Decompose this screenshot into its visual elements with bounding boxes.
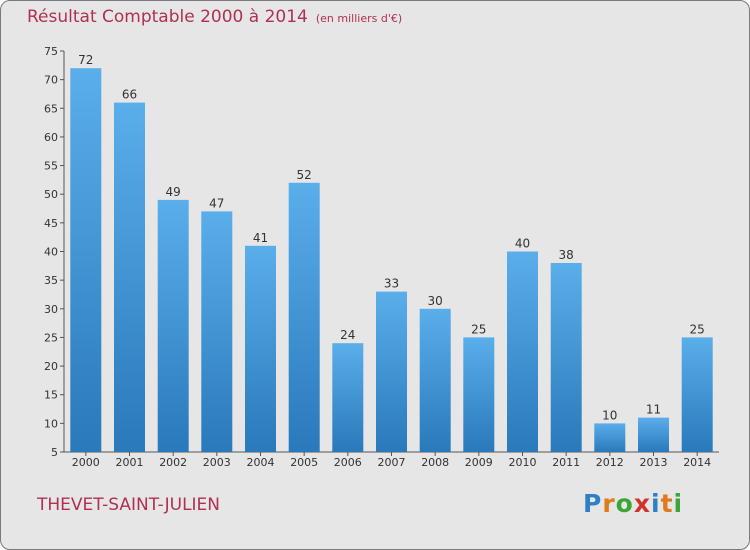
logo-letter: o <box>615 489 634 518</box>
x-tick-label: 2010 <box>509 456 537 469</box>
y-tick-label: 15 <box>44 389 58 402</box>
data-label: 72 <box>78 53 93 67</box>
bar <box>638 417 669 452</box>
y-tick-label: 35 <box>44 274 58 287</box>
x-tick-label: 2003 <box>203 456 231 469</box>
chart-title: Résultat Comptable 2000 à 2014 (en millie… <box>27 7 402 27</box>
y-tick-label: 75 <box>44 45 58 58</box>
x-tick-label: 2004 <box>247 456 275 469</box>
bar <box>288 182 320 453</box>
y-tick-label: 60 <box>44 131 58 144</box>
data-label: 40 <box>515 237 530 251</box>
y-tick-label: 40 <box>44 246 58 259</box>
data-label: 52 <box>297 168 312 182</box>
x-tick-label: 2001 <box>116 456 144 469</box>
bar <box>463 337 495 452</box>
data-label: 38 <box>559 248 574 262</box>
data-label: 49 <box>166 185 181 199</box>
bar <box>594 423 626 452</box>
y-tick-label: 25 <box>44 331 58 344</box>
bar <box>681 337 713 452</box>
bar <box>245 245 276 452</box>
y-tick-label: 20 <box>44 360 58 373</box>
x-tick-label: 2002 <box>159 456 187 469</box>
data-label: 25 <box>690 322 705 336</box>
x-tick-label: 2014 <box>683 456 711 469</box>
x-tick-label: 2009 <box>465 456 493 469</box>
bar <box>507 251 538 452</box>
data-label: 11 <box>646 403 661 417</box>
logo-letter: t <box>660 489 674 518</box>
logo-letter: r <box>602 489 616 518</box>
x-tick-label: 2005 <box>290 456 318 469</box>
logo-letter: i <box>673 489 684 518</box>
y-tick-label: 10 <box>44 417 58 430</box>
y-tick-label: 55 <box>44 160 58 173</box>
data-label: 30 <box>428 294 443 308</box>
y-tick-label: 30 <box>44 303 58 316</box>
data-label: 66 <box>122 88 137 102</box>
bar <box>70 68 102 452</box>
x-tick-label: 2008 <box>421 456 449 469</box>
data-label: 24 <box>340 328 355 342</box>
logo-letter: i <box>651 489 661 518</box>
x-tick-label: 2006 <box>334 456 362 469</box>
data-label: 41 <box>253 231 268 245</box>
bar <box>550 263 582 452</box>
x-tick-label: 2012 <box>596 456 624 469</box>
y-tick-label: 65 <box>44 102 58 115</box>
bar <box>376 291 407 452</box>
bar <box>419 308 451 452</box>
commune-name: THEVET-SAINT-JULIEN <box>37 495 221 515</box>
y-tick-label: 45 <box>44 217 58 230</box>
bar <box>157 199 189 452</box>
data-label: 33 <box>384 277 399 291</box>
y-tick-label: 70 <box>44 74 58 87</box>
bar <box>114 102 145 452</box>
bar <box>201 211 233 452</box>
x-tick-label: 2013 <box>640 456 668 469</box>
logo-letter: x <box>633 489 651 518</box>
x-tick-label: 2011 <box>552 456 580 469</box>
x-tick-label: 2007 <box>378 456 406 469</box>
bar <box>332 343 364 452</box>
y-tick-label: 5 <box>51 446 58 459</box>
data-label: 25 <box>471 322 486 336</box>
chart-subtitle: (en milliers d'€) <box>315 12 403 25</box>
data-label: 10 <box>602 408 617 422</box>
proxiti-logo: Proxiti <box>583 489 683 518</box>
data-label: 47 <box>209 196 224 210</box>
y-tick-label: 50 <box>44 188 58 201</box>
x-tick-label: 2000 <box>72 456 100 469</box>
title-text: Résultat Comptable 2000 à 2014 <box>27 7 308 27</box>
logo-letter: P <box>583 489 603 518</box>
